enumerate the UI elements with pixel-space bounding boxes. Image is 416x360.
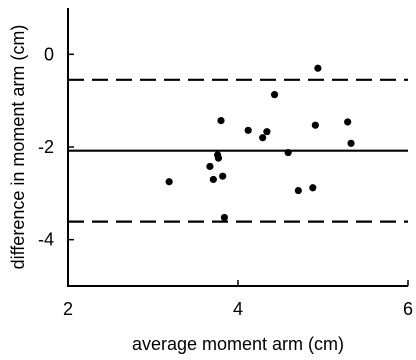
data-point bbox=[270, 91, 279, 99]
data-point bbox=[209, 175, 217, 184]
data-point bbox=[220, 213, 228, 222]
y-tick-label: -4 bbox=[38, 230, 54, 250]
x-axis-title: average moment arm (cm) bbox=[132, 334, 344, 354]
data-point bbox=[344, 118, 352, 126]
ticks: 0 -2 -4 2 4 6 bbox=[38, 44, 413, 319]
data-point bbox=[284, 148, 292, 157]
data-point bbox=[165, 178, 173, 186]
data-point bbox=[294, 186, 302, 195]
y-axis-title: difference in moment arm (cm) bbox=[8, 25, 28, 270]
y-tick-label: -2 bbox=[38, 137, 54, 157]
data-point bbox=[214, 154, 223, 162]
x-tick-label: 2 bbox=[63, 299, 73, 319]
data-point bbox=[347, 139, 355, 147]
x-tick-label: 6 bbox=[403, 299, 413, 319]
data-point bbox=[259, 134, 267, 142]
data-point bbox=[244, 126, 252, 134]
data-point bbox=[217, 116, 225, 125]
data-point bbox=[314, 64, 322, 72]
axes bbox=[67, 8, 408, 287]
data-point bbox=[206, 162, 214, 171]
data-point bbox=[311, 121, 319, 129]
data-points bbox=[165, 64, 355, 222]
y-tick-label: 0 bbox=[44, 44, 54, 64]
data-point bbox=[309, 184, 317, 192]
x-tick-label: 4 bbox=[233, 299, 243, 319]
reference-lines bbox=[68, 78, 408, 223]
data-point bbox=[263, 128, 271, 136]
data-point bbox=[219, 172, 227, 180]
